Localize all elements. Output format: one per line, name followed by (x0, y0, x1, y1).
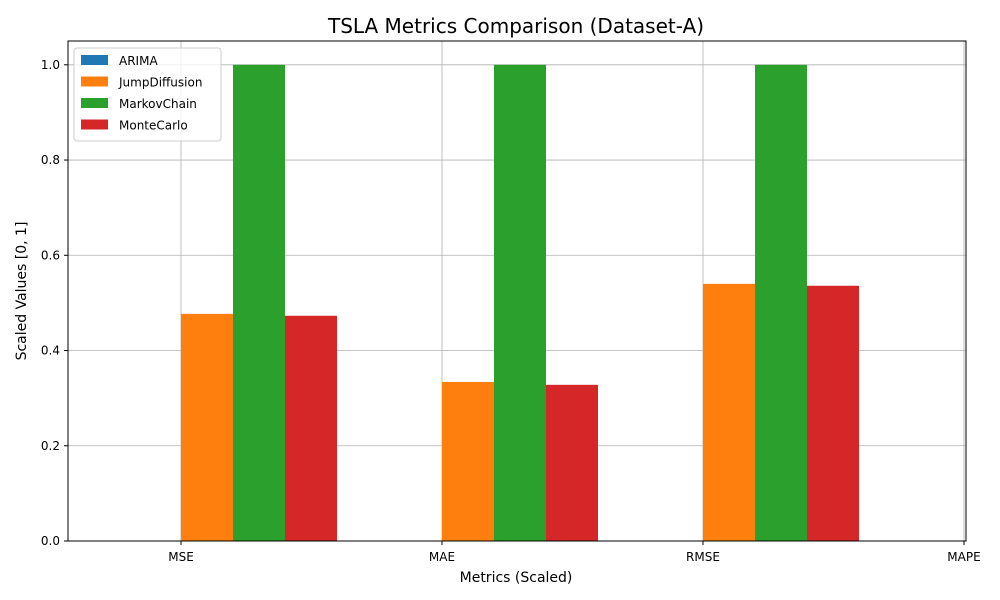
legend-swatch (81, 55, 108, 65)
bar-montecarlo-rmse (807, 285, 859, 541)
x-tick-label: MAE (429, 550, 455, 564)
bar-jumpdiffusion-mse (181, 313, 233, 541)
bar-markovchain-rmse (755, 64, 807, 542)
legend-box (73, 47, 222, 142)
y-tick-label: 0.4 (41, 344, 60, 358)
legend-swatch (81, 98, 108, 108)
x-tick-label: RMSE (686, 550, 720, 564)
y-tick-label: 0.8 (41, 153, 60, 167)
y-axis-label: Scaled Values [0, 1] (14, 222, 30, 361)
y-tick-label: 0.0 (41, 534, 60, 548)
legend-label: ARIMA (119, 54, 158, 68)
bar-jumpdiffusion-rmse (703, 283, 755, 541)
bar-markovchain-mse (233, 64, 285, 542)
x-tick-label: MSE (168, 550, 194, 564)
bar-montecarlo-mse (285, 315, 337, 541)
bars (181, 64, 859, 542)
y-tick-label: 0.6 (41, 248, 60, 262)
chart-title: TSLA Metrics Comparison (Dataset-A) (327, 14, 704, 38)
x-tick-label: MAPE (947, 550, 980, 564)
bar-montecarlo-mae (546, 384, 598, 541)
y-axis-ticks: 0.0 0.2 0.4 0.6 0.8 1.0 (41, 58, 68, 548)
x-axis-ticks: MSE MAE RMSE MAPE (168, 541, 981, 564)
legend: ARIMA JumpDiffusion MarkovChain MonteCarlo (73, 47, 222, 142)
y-tick-label: 0.2 (41, 439, 60, 453)
legend-swatch (81, 119, 108, 130)
legend-label: MarkovChain (119, 97, 197, 111)
legend-swatch (81, 76, 108, 87)
legend-label: JumpDiffusion (118, 76, 202, 90)
legend-label: MonteCarlo (119, 119, 188, 133)
x-axis-label: Metrics (Scaled) (460, 570, 573, 586)
bar-markovchain-mae (494, 64, 546, 542)
y-tick-label: 1.0 (41, 58, 60, 72)
plot-area-frame (67, 40, 967, 542)
bar-jumpdiffusion-mae (442, 381, 494, 541)
